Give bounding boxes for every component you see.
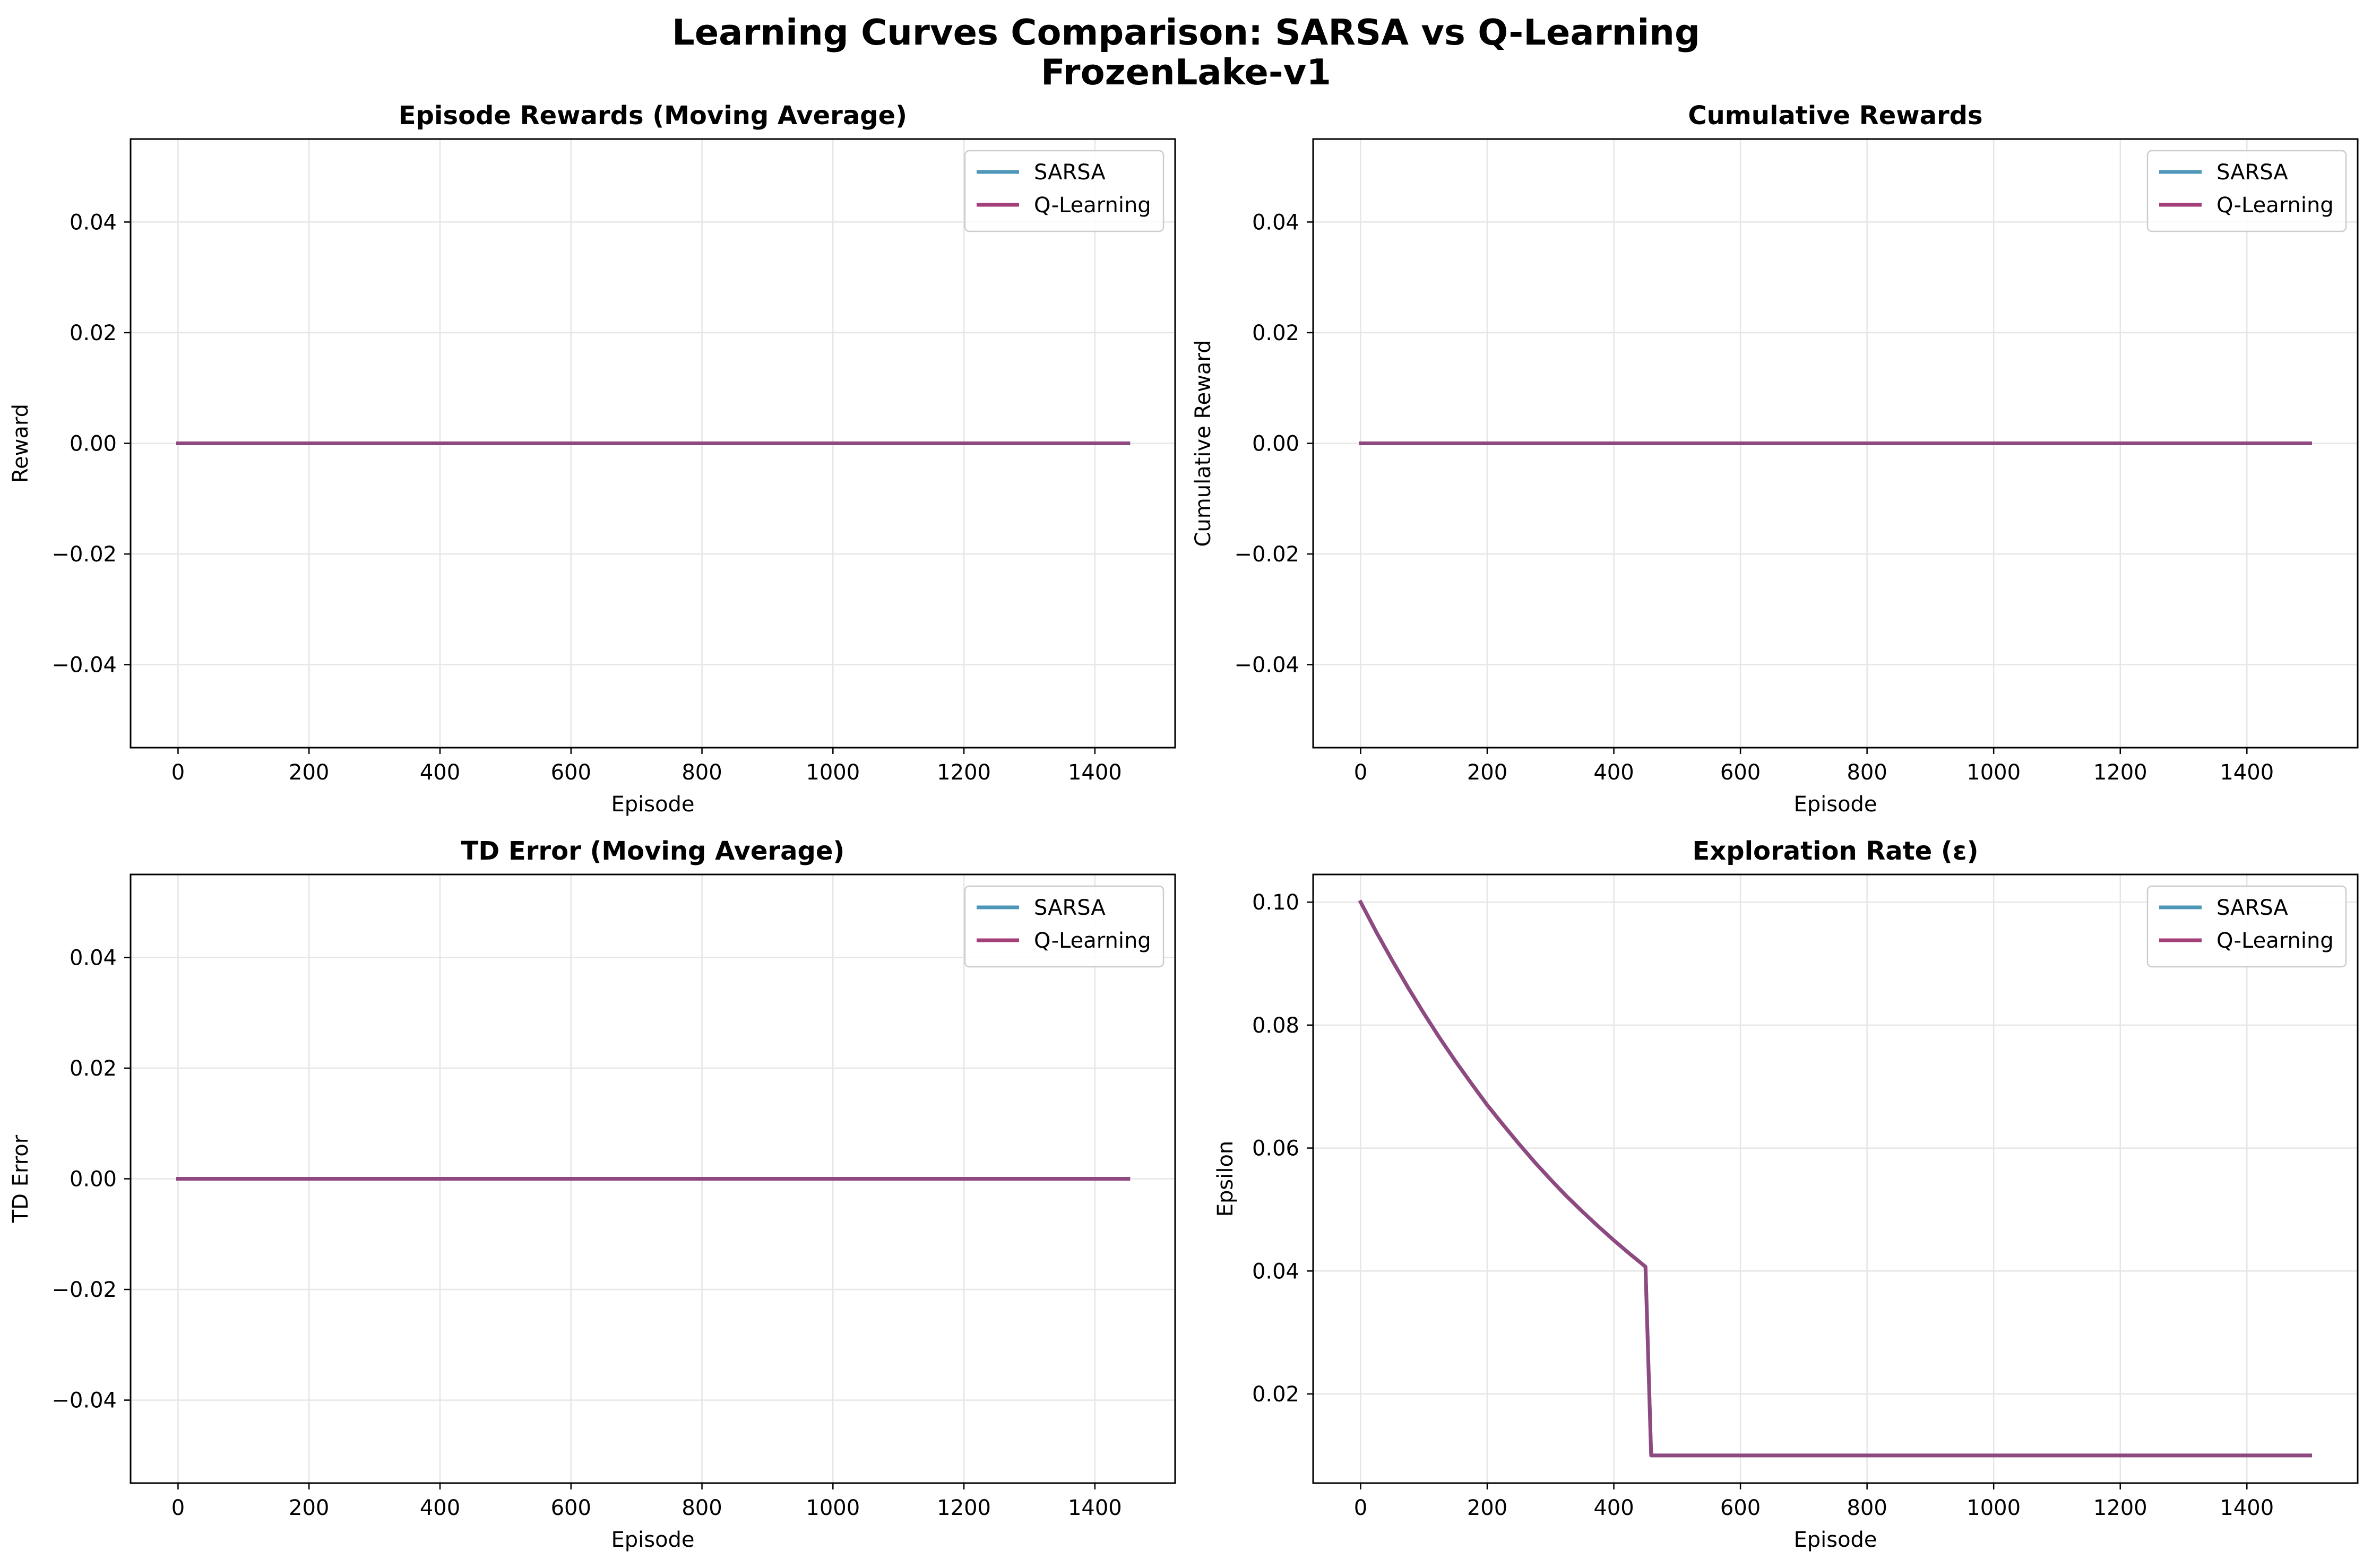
y-tick-label: −0.04 xyxy=(51,653,117,678)
y-tick-label: 0.00 xyxy=(70,1167,117,1192)
x-tick-label: 600 xyxy=(1720,760,1761,785)
x-tick-label: 1400 xyxy=(1068,1496,1122,1520)
y-tick-label: 0.04 xyxy=(1252,1259,1299,1284)
x-tick-label: 0 xyxy=(1354,760,1367,785)
x-axis-label: Episode xyxy=(1793,1528,1877,1552)
y-tick-label: 0.08 xyxy=(1252,1013,1299,1038)
subplot-1: 0 200 400 600 800 1000 1200 1400 −0.04 −0.02 0.00 0… xyxy=(8,101,1176,817)
series-line-q-learning xyxy=(1358,899,2312,1458)
x-axis-label: Episode xyxy=(1793,792,1877,817)
y-axis-label: Reward xyxy=(8,404,33,483)
subplot-title: Cumulative Rewards xyxy=(1688,101,1982,131)
legend-label: Q-Learning xyxy=(1034,193,1151,218)
y-tick-label: 0.04 xyxy=(70,210,117,235)
legend: SARSA Q-Learning xyxy=(2146,885,2347,968)
x-tick-label: 1000 xyxy=(1966,1496,2021,1520)
figure-title: Learning Curves Comparison: SARSA vs Q-L… xyxy=(672,12,1700,53)
x-tick-label: 600 xyxy=(551,760,591,785)
legend: SARSA Q-Learning xyxy=(964,885,1165,968)
y-tick-label: 0.00 xyxy=(70,432,117,456)
legend-label: SARSA xyxy=(1034,896,1106,920)
y-tick-label: 0.00 xyxy=(1252,432,1299,456)
x-tick-label: 800 xyxy=(1847,1496,1887,1520)
y-tick-label: 0.06 xyxy=(1252,1137,1299,1161)
x-tick-label: 1200 xyxy=(2093,760,2147,785)
x-tick-label: 1400 xyxy=(2220,760,2274,785)
x-tick-label: 0 xyxy=(1354,1496,1367,1520)
y-tick-label: −0.04 xyxy=(1234,653,1299,678)
y-axis-label: Cumulative Reward xyxy=(1191,340,1215,547)
x-tick-label: 1200 xyxy=(937,1496,991,1520)
legend-label: Q-Learning xyxy=(2216,929,2334,953)
y-tick-label: 0.02 xyxy=(1252,321,1299,345)
x-tick-label: 800 xyxy=(682,1496,722,1520)
legend-label: SARSA xyxy=(1034,160,1106,185)
x-tick-label: 0 xyxy=(171,760,185,785)
y-tick-label: 0.02 xyxy=(70,321,117,345)
y-tick-label: −0.04 xyxy=(51,1389,117,1413)
x-tick-label: 800 xyxy=(682,760,722,785)
x-tick-label: 400 xyxy=(1593,760,1634,785)
y-axis-label: TD Error xyxy=(8,1134,33,1223)
y-tick-label: 0.02 xyxy=(1252,1382,1299,1407)
x-tick-label: 1000 xyxy=(806,1496,860,1520)
axes-frame xyxy=(1312,873,2359,1484)
legend-label: SARSA xyxy=(2216,896,2288,920)
x-axis-label: Episode xyxy=(611,792,694,817)
x-tick-label: 1400 xyxy=(2220,1496,2274,1520)
x-tick-label: 200 xyxy=(289,760,329,785)
y-tick-label: 0.10 xyxy=(1252,890,1299,915)
subplot-2: 0 200 400 600 800 1000 1200 1400 −0.04 −0.02 0.00 0… xyxy=(1191,101,2359,817)
x-tick-label: 1200 xyxy=(2093,1496,2147,1520)
x-tick-label: 600 xyxy=(1720,1496,1761,1520)
x-axis-label: Episode xyxy=(611,1528,694,1552)
y-tick-label: 0.02 xyxy=(70,1056,117,1081)
x-tick-label: 1200 xyxy=(937,760,991,785)
x-tick-label: 1000 xyxy=(1966,760,2021,785)
legend: SARSA Q-Learning xyxy=(2146,150,2347,232)
y-tick-label: −0.02 xyxy=(51,1278,117,1302)
x-tick-label: 200 xyxy=(289,1496,329,1520)
x-tick-label: 0 xyxy=(171,1496,185,1520)
legend: SARSA Q-Learning xyxy=(964,150,1165,232)
subplot-title: Episode Rewards (Moving Average) xyxy=(399,101,907,131)
y-tick-label: 0.04 xyxy=(1252,210,1299,235)
legend-label: Q-Learning xyxy=(2216,193,2334,218)
subplot-title: Exploration Rate (ε) xyxy=(1692,836,1978,866)
x-tick-label: 600 xyxy=(551,1496,591,1520)
x-tick-label: 400 xyxy=(420,760,460,785)
subplot-3: 0 200 400 600 800 1000 1200 1400 −0.04 −0.02 0.00 0… xyxy=(8,836,1176,1552)
legend-label: Q-Learning xyxy=(1034,929,1151,953)
y-tick-label: −0.02 xyxy=(51,542,117,567)
x-tick-label: 400 xyxy=(1593,1496,1634,1520)
x-tick-label: 800 xyxy=(1847,760,1887,785)
x-tick-label: 1400 xyxy=(1068,760,1122,785)
y-tick-label: −0.02 xyxy=(1234,542,1299,567)
series-line-sarsa xyxy=(1358,899,2312,1458)
x-tick-label: 200 xyxy=(1467,760,1507,785)
x-tick-label: 1000 xyxy=(806,760,860,785)
subplot-4: 0 200 400 600 800 1000 1200 1400 0.02 0.04 0.06 0.0… xyxy=(1213,836,2359,1552)
figure-subtitle: FrozenLake-v1 xyxy=(1041,51,1331,93)
x-tick-label: 400 xyxy=(420,1496,460,1520)
legend-label: SARSA xyxy=(2216,160,2288,185)
x-tick-label: 200 xyxy=(1467,1496,1507,1520)
subplot-title: TD Error (Moving Average) xyxy=(461,836,845,866)
y-tick-label: 0.04 xyxy=(70,946,117,970)
y-axis-label: Epsilon xyxy=(1213,1141,1238,1217)
